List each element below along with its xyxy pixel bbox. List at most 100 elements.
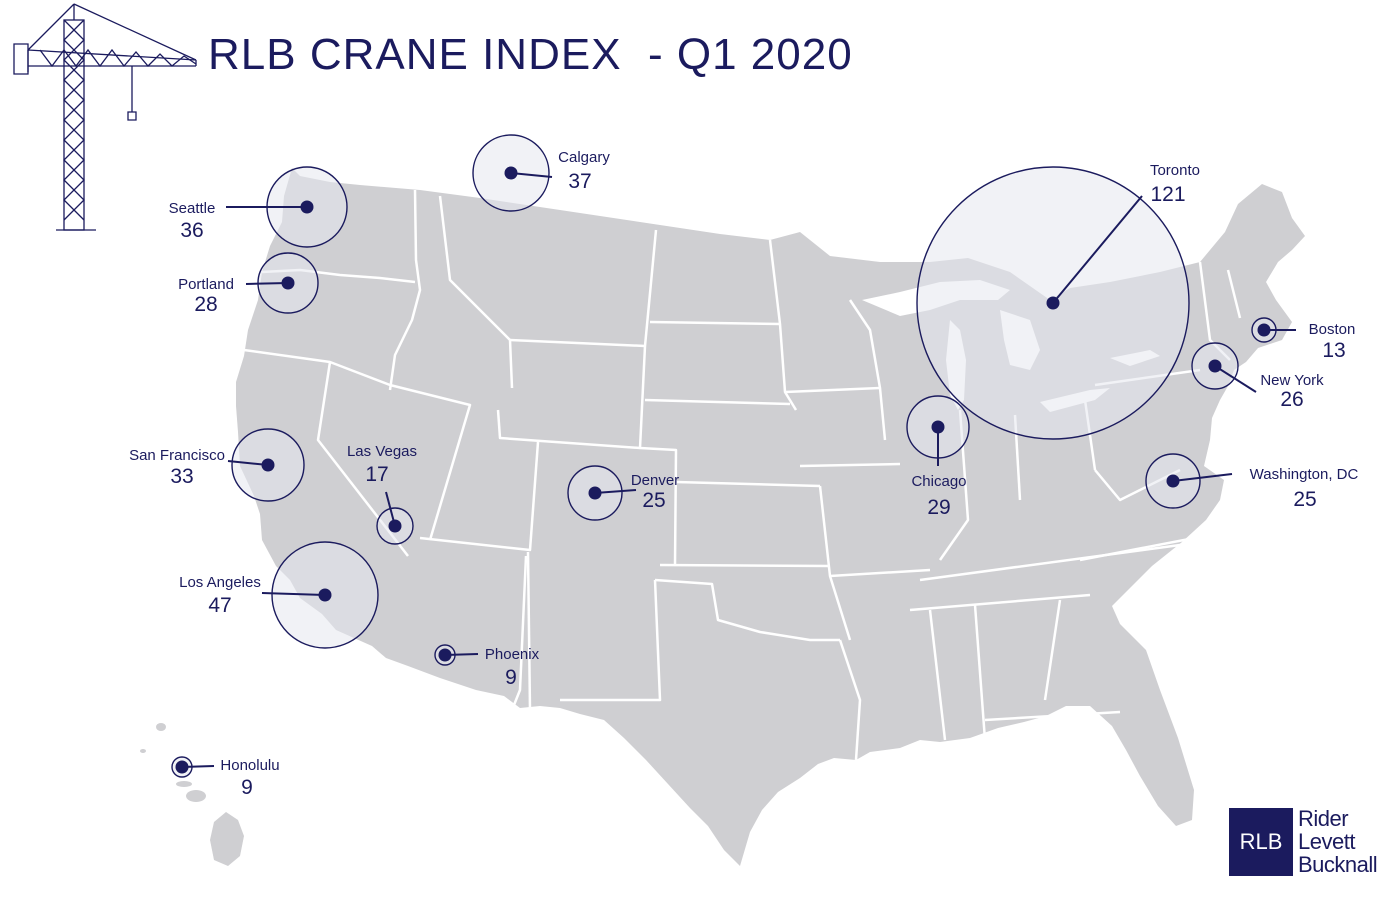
leader-line-san-francisco: [227, 460, 269, 466]
border-ca-nv: [316, 361, 409, 557]
city-name-washington-dc: Washington, DC: [1250, 466, 1359, 483]
border-mt-id: [438, 195, 514, 389]
city-name-denver: Denver: [631, 472, 679, 489]
crane-count-phoenix: 9: [505, 666, 517, 689]
logo-word-rider: Rider: [1298, 806, 1349, 831]
leader-line-toronto: [1052, 195, 1143, 304]
border-mo-east: [818, 485, 852, 641]
city-marker-washington-dc: Washington, DC 25: [1145, 453, 1359, 511]
crane-count-boston: 13: [1322, 339, 1345, 362]
rlb-logo: RLB Rider Levett Bucknall: [1229, 806, 1378, 877]
border-al-ga: [1043, 599, 1062, 701]
hawaii-molokai: [176, 781, 192, 787]
border-sd-ne: [644, 398, 791, 406]
border-va-nc: [1079, 533, 1211, 562]
border-az-nm: [510, 555, 528, 711]
logo-word-bucknall: Bucknall: [1298, 852, 1378, 877]
city-marker-las-vegas: Las Vegas 17: [347, 443, 417, 545]
city-dot-san-francisco: [261, 458, 275, 472]
border-co-nm: [526, 551, 532, 711]
city-markers: Toronto 121 Los Angeles 47 Calgary 37 Seattle 3…: [129, 134, 1359, 799]
border-id-west: [388, 189, 422, 391]
city-name-phoenix: Phoenix: [485, 646, 540, 663]
city-dot-toronto: [1046, 296, 1060, 310]
logo-word-levett: Levett: [1298, 829, 1355, 854]
city-marker-honolulu: Honolulu 9: [171, 756, 280, 799]
city-name-honolulu: Honolulu: [220, 757, 279, 774]
city-dot-seattle: [300, 200, 314, 214]
border-ar-la: [838, 639, 862, 761]
border-tx-ok: [654, 578, 840, 642]
border-mt-dakotas: [638, 229, 678, 566]
city-dot-los-angeles: [318, 588, 332, 602]
city-name-boston: Boston: [1309, 321, 1356, 338]
hawaii-niihau: [140, 749, 146, 753]
city-name-calgary: Calgary: [558, 149, 610, 166]
city-name-los-angeles: Los Angeles: [179, 574, 261, 591]
border-ky-tn: [919, 543, 1181, 582]
border-nd-sd: [649, 320, 781, 326]
city-dot-denver: [588, 486, 602, 500]
city-marker-calgary: Calgary 37: [472, 134, 610, 212]
leader-line-new-york: [1214, 365, 1257, 393]
city-name-portland: Portland: [178, 276, 234, 293]
hawaii-maui: [186, 790, 206, 802]
border-wi-mn: [848, 299, 887, 441]
crane-count-las-vegas: 17: [365, 463, 388, 486]
leader-line-los-angeles: [261, 592, 326, 596]
city-dot-portland: [281, 276, 295, 290]
crane-illustration: [13, 3, 197, 231]
leader-line-washington-dc: [1172, 473, 1233, 482]
city-dot-calgary: [504, 166, 518, 180]
city-name-san-francisco: San Francisco: [129, 447, 225, 464]
city-marker-toronto: Toronto 121: [916, 162, 1200, 440]
crane-count-toronto: 121: [1150, 183, 1185, 206]
border-fl-north: [984, 710, 1121, 722]
city-dot-honolulu: [175, 760, 189, 774]
border-dakotas-mn: [768, 239, 798, 411]
city-marker-phoenix: Phoenix 9: [434, 644, 540, 689]
city-name-las-vegas: Las Vegas: [347, 443, 417, 460]
border-ks-ok: [659, 563, 831, 568]
city-name-chicago: Chicago: [911, 473, 966, 490]
border-vt-nh: [1226, 269, 1242, 319]
rlb-logo-mark: RLB: [1229, 808, 1293, 876]
hawaii-kauai: [156, 723, 166, 731]
border-tn-south: [909, 593, 1091, 612]
city-name-seattle: Seattle: [169, 200, 216, 217]
border-ia-north: [784, 386, 881, 394]
crane-count-portland: 28: [194, 293, 217, 316]
crane-count-new-york: 26: [1280, 388, 1303, 411]
city-dot-las-vegas: [388, 519, 402, 533]
border-wy-co: [496, 409, 641, 450]
border-ms-al: [928, 604, 987, 741]
leader-line-calgary: [510, 172, 553, 178]
city-dot-boston: [1257, 323, 1271, 337]
border-ia-mo: [799, 462, 901, 468]
page-title: RLB CRANE INDEX - Q1 2020: [208, 30, 853, 79]
state-borders: [243, 189, 1242, 761]
rlb-logo-words: Rider Levett Bucknall: [1298, 806, 1378, 877]
city-dot-washington-dc: [1166, 474, 1180, 488]
border-ut-co-az: [419, 441, 540, 552]
crane-count-denver: 25: [642, 489, 665, 512]
crane-count-san-francisco: 33: [170, 465, 193, 488]
crane-count-los-angeles: 47: [208, 594, 231, 617]
city-marker-seattle: Seattle 36: [169, 166, 348, 248]
border-mo-ar: [829, 568, 931, 578]
city-name-toronto: Toronto: [1150, 162, 1200, 179]
city-marker-chicago: Chicago 29: [906, 395, 970, 519]
leader-line-denver: [594, 489, 637, 494]
border-wy-north: [509, 338, 646, 348]
crane-count-seattle: 36: [180, 219, 203, 242]
city-dot-new-york: [1208, 359, 1222, 373]
crane-count-calgary: 37: [568, 170, 591, 193]
border-nm-tx: [560, 579, 662, 702]
